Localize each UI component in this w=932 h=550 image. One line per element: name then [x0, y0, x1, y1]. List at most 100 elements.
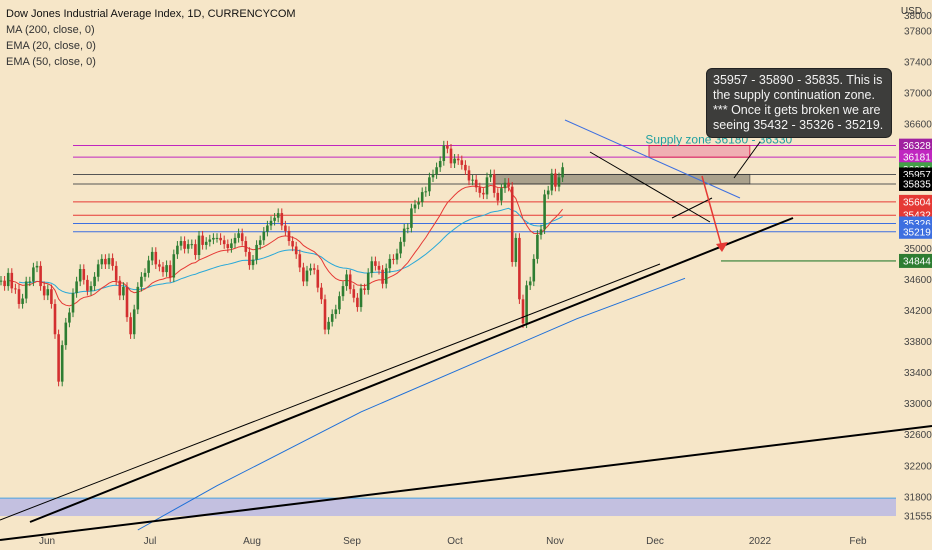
candle-body	[240, 233, 244, 242]
candle-body	[327, 321, 330, 330]
candle-body	[395, 253, 399, 260]
candle-body	[510, 186, 514, 263]
candle-body	[428, 177, 431, 192]
price-tag-label: 35432	[903, 211, 931, 222]
candle-body	[438, 161, 442, 168]
candle-body	[53, 303, 57, 335]
y-tick-label: 35000	[904, 244, 932, 255]
candle-body	[114, 265, 118, 281]
y-tick-label: 33400	[904, 368, 932, 379]
x-tick-label: Aug	[243, 536, 261, 547]
candle-body	[194, 244, 197, 256]
candle-body	[64, 322, 68, 346]
candle-body	[57, 334, 60, 382]
y-tick-label: 31800	[904, 492, 932, 503]
candle-body	[75, 281, 78, 294]
candle-body	[230, 243, 233, 249]
candle-body	[107, 258, 111, 265]
candle-body	[312, 268, 316, 270]
x-tick-label: Dec	[646, 536, 664, 547]
y-tick-label: 36600	[904, 120, 932, 131]
candle-body	[255, 244, 258, 260]
candle-body	[424, 191, 428, 193]
y-tick-label: 37400	[904, 57, 932, 68]
candle-body	[323, 299, 327, 330]
candle-body	[496, 192, 500, 201]
y-tick-label: 32200	[904, 461, 932, 472]
candle-body	[125, 286, 129, 318]
candle-body	[478, 187, 482, 193]
candle-body	[525, 285, 528, 324]
candle-body	[446, 145, 449, 149]
price-tag-bg	[899, 194, 932, 209]
price-tag-label: 35835	[903, 179, 931, 190]
candle-body	[46, 289, 50, 296]
candle-body	[150, 251, 154, 261]
candle-body	[226, 244, 230, 249]
candle-body	[406, 227, 410, 229]
candle-body	[399, 241, 402, 254]
candle-body	[71, 293, 75, 313]
candle-body	[212, 237, 215, 240]
candle-body	[10, 272, 14, 289]
candle-body	[489, 174, 492, 178]
candle-body	[280, 213, 284, 226]
candle-body	[237, 233, 240, 238]
candle-body	[514, 237, 518, 263]
candle-body	[377, 265, 381, 270]
candle-body	[528, 281, 532, 286]
price-tag-label: 36181	[903, 153, 931, 164]
ma200-line	[137, 277, 686, 531]
trendline-short	[671, 197, 713, 219]
candle-body	[298, 254, 302, 268]
price-tag-bg	[899, 176, 932, 191]
candle-body	[374, 261, 377, 266]
callout-pointer	[733, 141, 761, 179]
candle-body	[96, 264, 100, 277]
candle-body	[204, 241, 208, 245]
candle-body	[352, 289, 356, 298]
x-tick-label: Feb	[849, 536, 867, 547]
candle-body	[320, 287, 323, 300]
candle-body	[294, 246, 298, 255]
trendline-channel-mid	[589, 151, 711, 223]
annotation-callout[interactable]: 35957 - 35890 - 35835. This is the suppl…	[706, 68, 892, 138]
candle-body	[330, 314, 334, 322]
candle-body	[492, 174, 496, 193]
candle-body	[521, 299, 525, 324]
candle-body	[273, 217, 276, 221]
candle-body	[86, 279, 89, 291]
candle-body	[42, 286, 46, 296]
candle-body	[172, 254, 176, 278]
candle-body	[233, 237, 237, 244]
candle-body	[546, 190, 550, 195]
candle-body	[276, 213, 280, 218]
candle-body	[147, 260, 150, 273]
y-tick-label: 37800	[904, 26, 932, 37]
candle-body	[420, 192, 424, 203]
candle-body	[309, 268, 312, 271]
candle-body	[348, 274, 352, 290]
candle-body	[500, 188, 503, 201]
candle-body	[471, 179, 474, 181]
candle-body	[186, 244, 190, 249]
candle-body	[118, 280, 122, 296]
candle-body	[165, 265, 168, 273]
candle-body	[82, 269, 86, 280]
candle-body	[0, 280, 3, 282]
candle-body	[258, 240, 262, 245]
indicator-ema20: EMA (20, close, 0)	[6, 40, 96, 52]
candle-body	[68, 312, 71, 323]
candle-body	[431, 174, 435, 178]
candle-body	[158, 264, 161, 267]
candle-body	[305, 270, 309, 282]
candle-body	[104, 258, 107, 265]
candle-body	[435, 167, 438, 175]
candle-body	[219, 237, 222, 241]
candle-body	[111, 258, 114, 266]
ema20-line	[8, 184, 563, 307]
support-zone	[0, 498, 896, 517]
candle-body	[50, 289, 53, 304]
candle-body	[410, 208, 413, 228]
candle-body	[248, 251, 251, 266]
